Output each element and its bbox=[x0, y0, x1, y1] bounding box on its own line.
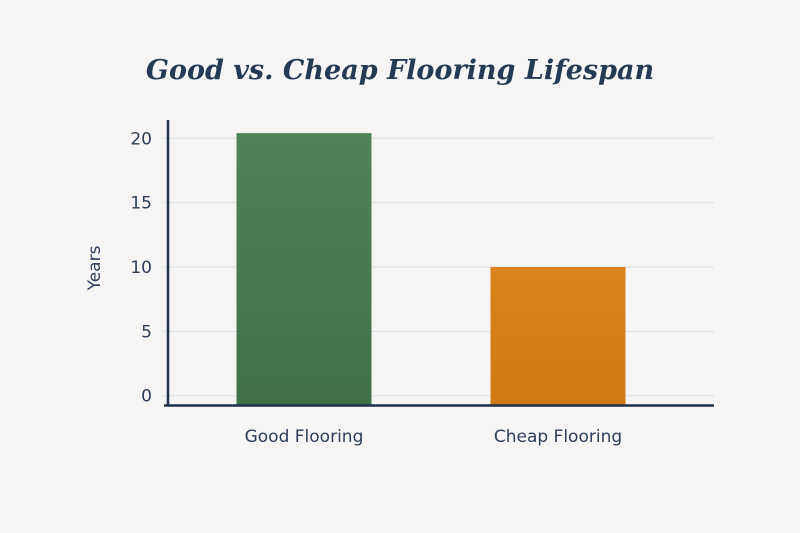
y-tick-label: 0 bbox=[141, 387, 152, 407]
bar-cheap-flooring bbox=[490, 267, 626, 405]
y-tick-label: 5 bbox=[141, 322, 152, 342]
y-tick-label: 20 bbox=[130, 129, 152, 149]
x-tick-label: Good Flooring bbox=[245, 427, 364, 447]
y-axis-label: Years bbox=[85, 245, 105, 291]
chart-title: Good vs. Cheap Flooring Lifespan bbox=[145, 55, 655, 86]
y-tick-label: 10 bbox=[130, 258, 152, 278]
y-tick-label: 15 bbox=[130, 194, 152, 214]
x-tick-label: Cheap Flooring bbox=[494, 427, 622, 447]
bar-good-flooring bbox=[236, 133, 372, 406]
